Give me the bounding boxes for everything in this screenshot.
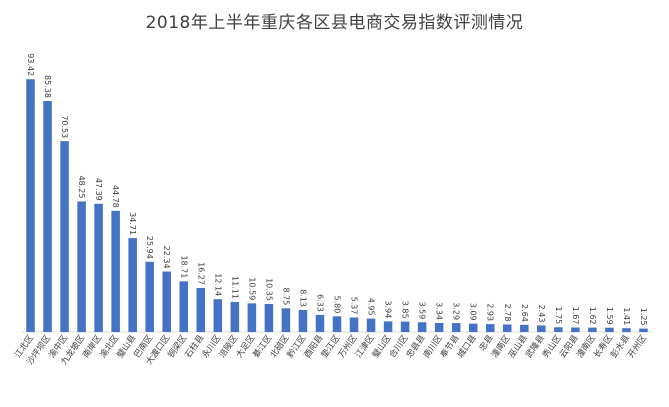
bar-16 xyxy=(281,308,291,332)
bar-2 xyxy=(43,100,52,333)
bar-35 xyxy=(605,327,614,332)
bar-29 xyxy=(503,324,512,332)
value-label-27: 3.09 xyxy=(469,303,478,321)
value-label-2: 85.38 xyxy=(43,75,52,98)
value-label-31: 2.43 xyxy=(537,305,546,323)
category-label-37: 开州区 xyxy=(626,333,649,360)
value-label-3: 70.53 xyxy=(60,115,69,138)
bar-34 xyxy=(588,327,597,332)
value-label-37: 1.25 xyxy=(639,308,648,326)
value-label-1: 93.42 xyxy=(26,53,35,76)
bar-30 xyxy=(520,324,529,332)
bar-9 xyxy=(162,271,171,332)
value-label-12: 12.14 xyxy=(213,273,222,296)
value-label-30: 2.64 xyxy=(520,304,529,322)
bar-17 xyxy=(298,310,308,332)
bar-15 xyxy=(264,303,274,332)
bar-3 xyxy=(60,141,69,332)
chart-title: 2018年上半年重庆各区县电商交易指数评测情况 xyxy=(145,13,524,33)
bar-27 xyxy=(468,323,478,332)
bar-18 xyxy=(315,314,325,332)
value-label-26: 3.29 xyxy=(452,302,461,320)
value-label-9: 22.34 xyxy=(162,246,171,269)
value-label-7: 34.71 xyxy=(128,212,137,235)
value-label-32: 1.75 xyxy=(554,306,563,324)
bar-11 xyxy=(196,287,206,332)
bar-26 xyxy=(451,323,461,332)
bar-5 xyxy=(94,203,103,332)
value-label-34: 1.62 xyxy=(588,307,597,325)
bar-1 xyxy=(26,79,35,333)
value-label-14: 10.59 xyxy=(247,277,256,300)
bar-24 xyxy=(417,322,427,332)
bar-25 xyxy=(434,322,444,332)
bar-14 xyxy=(247,303,257,332)
bar-37 xyxy=(639,328,648,332)
value-label-16: 8.75 xyxy=(281,288,290,306)
value-label-20: 5.37 xyxy=(350,297,359,315)
value-label-4: 48.25 xyxy=(77,176,86,199)
bar-36 xyxy=(622,328,631,332)
bar-21 xyxy=(366,318,376,332)
category-label-27: 城口县 xyxy=(456,333,479,360)
bar-8 xyxy=(145,261,154,332)
bar-13 xyxy=(230,301,240,332)
value-label-8: 25.94 xyxy=(145,236,154,259)
bar-10 xyxy=(179,281,189,332)
value-label-21: 4.95 xyxy=(367,298,376,316)
value-label-23: 3.85 xyxy=(401,301,410,319)
value-label-11: 16.27 xyxy=(196,262,205,285)
bar-31 xyxy=(537,325,546,332)
value-label-13: 11.11 xyxy=(230,276,239,299)
value-label-24: 3.59 xyxy=(418,301,427,319)
value-label-17: 8.13 xyxy=(298,289,307,307)
bar-4 xyxy=(77,201,86,332)
value-label-5: 47.39 xyxy=(94,178,103,201)
value-label-15: 10.35 xyxy=(264,278,273,301)
value-label-19: 5.80 xyxy=(333,295,342,313)
bar-6 xyxy=(111,210,120,332)
value-label-10: 18.71 xyxy=(179,255,188,278)
value-label-33: 1.67 xyxy=(571,307,580,325)
bar-28 xyxy=(485,324,495,332)
bar-19 xyxy=(332,316,342,332)
value-label-36: 1.41 xyxy=(622,307,631,325)
bar-22 xyxy=(383,321,393,332)
value-label-25: 3.34 xyxy=(435,302,444,320)
value-label-29: 2.78 xyxy=(503,304,512,322)
value-label-22: 3.94 xyxy=(384,301,393,319)
bar-33 xyxy=(571,327,580,332)
bar-32 xyxy=(554,327,563,332)
bar-12 xyxy=(213,299,223,332)
value-label-18: 6.33 xyxy=(315,294,324,312)
bar-7 xyxy=(128,238,137,332)
bar-23 xyxy=(400,321,410,332)
value-label-28: 2.93 xyxy=(486,303,495,321)
value-label-6: 44.78 xyxy=(111,185,120,208)
value-label-35: 1.59 xyxy=(605,307,614,325)
bar-20 xyxy=(349,317,359,332)
